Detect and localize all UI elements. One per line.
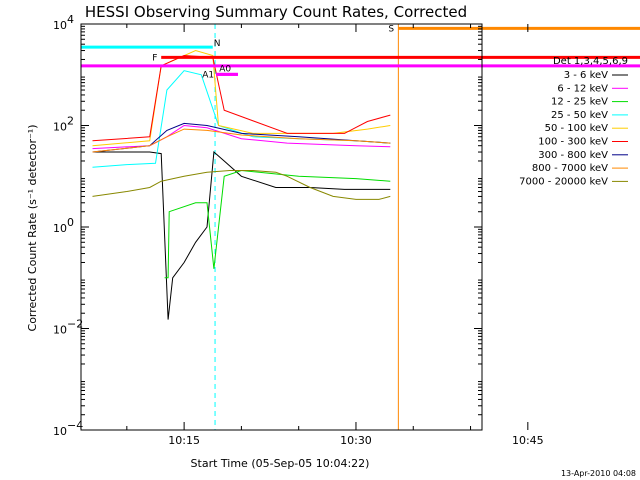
x-tick-label-0: 10:15	[168, 434, 200, 447]
y-tick-label-4: 10	[53, 19, 67, 32]
legend-label-4: 50 - 100 keV	[545, 123, 609, 134]
legend: 3 - 6 keV 6 - 12 keV 12 - 25 keV 25 - 50 ke…	[519, 70, 628, 187]
legend-label-0: 3 - 6 keV	[564, 70, 608, 81]
legend-label-2: 12 - 25 keV	[551, 97, 608, 108]
flag-label-0: N	[214, 39, 221, 49]
legend-label-3: 25 - 50 keV	[551, 110, 608, 121]
y-tick-exp-0: −4	[67, 419, 83, 432]
legend-label-1: 6 - 12 keV	[557, 83, 608, 94]
chart-title: HESSI Observing Summary Count Rates, Cor…	[85, 3, 467, 21]
y-tick-exp-1: −2	[67, 318, 83, 331]
flag-label-5: A0	[219, 64, 231, 74]
legend-label-5: 100 - 300 keV	[538, 137, 608, 148]
y-tick-exp-4: 4	[67, 13, 74, 26]
legend-title: Det 1,3,4,5,6,9	[553, 56, 628, 67]
legend-label-8: 7000 - 20000 keV	[519, 176, 608, 187]
legend-label-7: 800 - 7000 keV	[532, 163, 608, 174]
flag-label-4: A1	[202, 70, 214, 80]
series-line-6	[92, 122, 391, 153]
timestamp: 13-Apr-2010 04:08	[561, 469, 636, 478]
flag-label-2: F	[152, 53, 157, 63]
y-tick-label-1: 10	[53, 324, 67, 337]
y-tick-exp-3: 2	[67, 115, 74, 128]
plot-area: N S F A1 A0	[80, 24, 640, 430]
x-tick-label-2: 10:45	[512, 434, 544, 447]
y-tick-label-0: 10	[53, 425, 67, 438]
series-line-2	[164, 169, 391, 279]
x-axis-label: Start Time (05-Sep-05 10:04:22)	[191, 457, 370, 470]
flag-label-1: S	[388, 24, 394, 34]
y-tick-label-3: 10	[53, 121, 67, 134]
legend-label-6: 300 - 800 keV	[538, 150, 608, 161]
plot-frame	[80, 23, 483, 431]
series-line-5	[92, 54, 391, 142]
series-line-8	[92, 170, 391, 200]
series-line-7	[92, 128, 391, 153]
x-tick-label-1: 10:30	[340, 434, 372, 447]
y-axis-label: Corrected Count Rate (s⁻¹ detector⁻¹)	[26, 125, 39, 332]
y-tick-exp-2: 0	[67, 216, 74, 229]
series-line-0	[92, 150, 391, 320]
y-tick-label-2: 10	[53, 222, 67, 235]
